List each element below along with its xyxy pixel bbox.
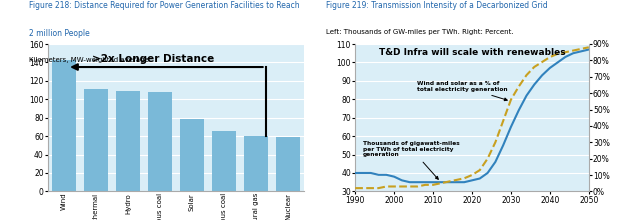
- Bar: [244, 136, 268, 191]
- Text: Left: Thousands of GW-miles per TWh. Right: Percent.: Left: Thousands of GW-miles per TWh. Rig…: [326, 29, 514, 35]
- Text: Figure 218: Distance Required for Power Generation Facilities to Reach: Figure 218: Distance Required for Power …: [29, 1, 300, 10]
- Bar: [84, 89, 108, 191]
- Text: T&D Infra will scale with renewables: T&D Infra will scale with renewables: [379, 48, 565, 57]
- Text: Wind and solar as a % of
total electricity generation: Wind and solar as a % of total electrici…: [417, 81, 508, 101]
- Text: 2 million People: 2 million People: [29, 29, 90, 38]
- Bar: [116, 91, 140, 191]
- Text: Thousands of gigawatt-miles
per TWh of total electricity
generation: Thousands of gigawatt-miles per TWh of t…: [363, 141, 460, 179]
- Text: >2x Longer Distance: >2x Longer Distance: [92, 54, 215, 64]
- Bar: [180, 119, 204, 191]
- Bar: [52, 60, 76, 191]
- Bar: [148, 92, 172, 191]
- Text: Figure 219: Transmission Intensity of a Decarbonized Grid: Figure 219: Transmission Intensity of a …: [326, 1, 548, 10]
- Bar: [276, 137, 300, 191]
- Text: Kilometers, MW-weighted average: Kilometers, MW-weighted average: [29, 57, 148, 63]
- Bar: [212, 131, 236, 191]
